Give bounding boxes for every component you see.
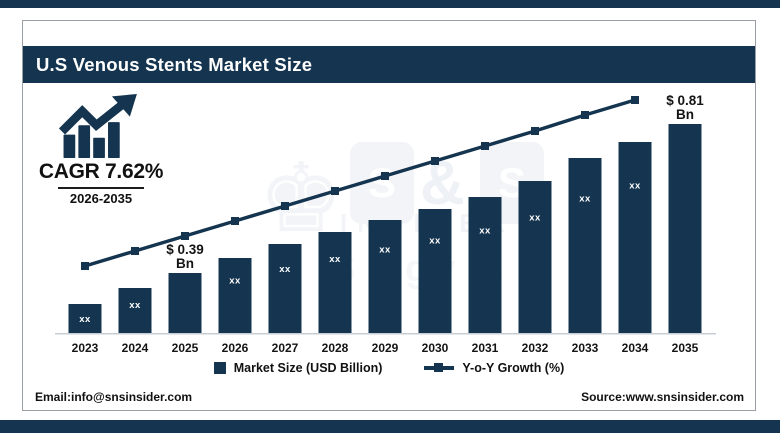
bar-2023: [68, 304, 102, 333]
x-tick-2027: 2027: [272, 341, 299, 355]
bar-callout-value-2025: $ 0.39: [166, 242, 204, 257]
legend-item-yoy-growth: Y-o-Y Growth (%): [424, 361, 564, 375]
bar-value-label-2033: xx: [579, 194, 591, 205]
legend-bar-label: Market Size (USD Billion): [233, 361, 383, 375]
yoy-growth-marker-2031: [481, 142, 489, 150]
legend-item-market-size: Market Size (USD Billion): [213, 361, 383, 375]
bar-2033: [568, 158, 602, 333]
footer-email: Email:info@snsinsider.com: [35, 390, 193, 404]
bar-series-swatch: [213, 362, 226, 374]
x-tick-2028: 2028: [322, 341, 349, 355]
bar-callout-unit-2025: Bn: [176, 256, 194, 271]
bar-2034: [618, 142, 652, 333]
chart-legend: Market Size (USD Billion) Y-o-Y Growth (…: [22, 361, 756, 375]
yoy-growth-marker-2032: [531, 127, 539, 135]
growth-chart-icon: [59, 94, 137, 158]
bar-callout-unit-2035: Bn: [676, 107, 694, 122]
bar-2024: [118, 288, 152, 333]
bar-value-label-2023: xx: [79, 314, 91, 325]
x-tick-2030: 2030: [422, 341, 449, 355]
page-title: U.S Venous Stents Market Size: [36, 53, 313, 75]
yoy-growth-marker-2028: [331, 187, 339, 195]
bar-value-label-2027: xx: [279, 264, 291, 275]
x-tick-2023: 2023: [72, 341, 99, 355]
bar-2030: [418, 209, 452, 333]
bar-value-label-2026: xx: [229, 276, 241, 287]
title-bar: U.S Venous Stents Market Size: [23, 46, 755, 83]
bar-2026: [218, 258, 252, 333]
x-tick-2035: 2035: [672, 341, 699, 355]
x-tick-2032: 2032: [522, 341, 549, 355]
yoy-growth-marker-2026: [231, 217, 239, 225]
bottom-accent-strip: [0, 420, 780, 433]
yoy-growth-marker-2030: [431, 157, 439, 165]
x-tick-2034: 2034: [622, 341, 649, 355]
bar-value-label-2031: xx: [479, 225, 491, 236]
bar-2028: [318, 232, 352, 333]
line-marker-icon: [434, 363, 444, 373]
yoy-growth-marker-2025: [181, 232, 189, 240]
yoy-growth-marker-2033: [581, 111, 589, 119]
cagr-value: CAGR 7.62%: [38, 160, 164, 183]
footer-source: Source:www.snsinsider.com: [581, 390, 744, 404]
legend-line-label: Y-o-Y Growth (%): [462, 361, 565, 375]
bar-callout-value-2035: $ 0.81: [666, 93, 704, 108]
bar-value-label-2032: xx: [529, 212, 541, 223]
x-tick-2026: 2026: [222, 341, 249, 355]
x-tick-2025: 2025: [172, 341, 199, 355]
bar-2029: [368, 220, 402, 333]
yoy-growth-marker-2027: [281, 202, 289, 210]
bar-value-label-2024: xx: [129, 300, 141, 311]
bar-value-label-2029: xx: [379, 244, 391, 255]
bar-value-label-2030: xx: [429, 235, 441, 246]
x-tick-2029: 2029: [372, 341, 399, 355]
x-tick-2033: 2033: [572, 341, 599, 355]
bar-2027: [268, 244, 302, 333]
yoy-growth-marker-2029: [381, 172, 389, 180]
yoy-growth-marker-2034: [631, 96, 639, 104]
cagr-block: CAGR 7.62% 2026-2035: [26, 94, 176, 208]
top-accent-strip: [0, 0, 780, 8]
bar-2035: [668, 124, 702, 333]
bar-value-label-2028: xx: [329, 254, 341, 265]
x-tick-2031: 2031: [472, 341, 499, 355]
line-series-swatch: [424, 363, 455, 373]
bar-2031: [468, 197, 502, 333]
yoy-growth-marker-2024: [131, 247, 139, 255]
yoy-growth-marker-2023: [81, 262, 89, 270]
bar-value-label-2034: xx: [629, 180, 641, 191]
yoy-growth-line: [84, 98, 636, 268]
bar-2025: [168, 273, 202, 333]
cagr-period: 2026-2035: [57, 187, 145, 206]
footer: Email:info@snsinsider.com Source:www.sns…: [22, 390, 756, 404]
x-tick-2024: 2024: [122, 341, 149, 355]
bar-2032: [518, 181, 552, 333]
